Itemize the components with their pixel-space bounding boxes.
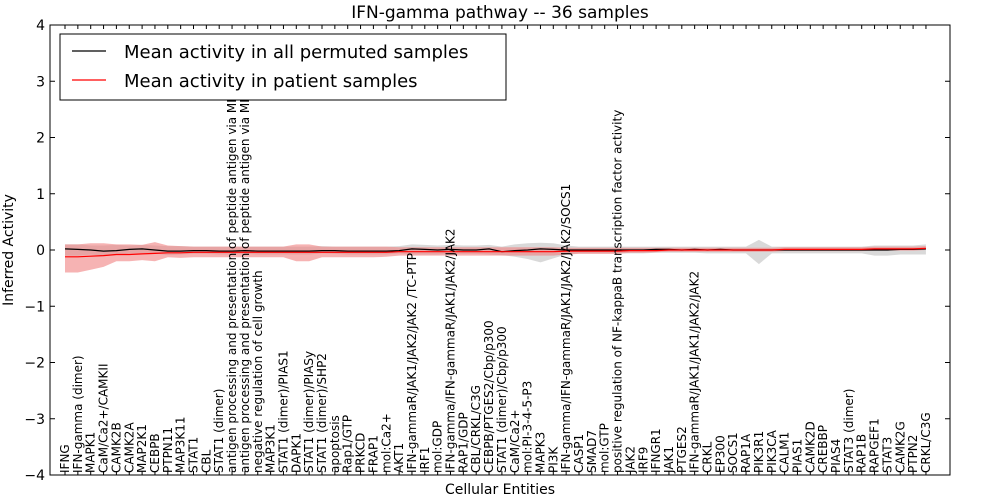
legend-label-permuted: Mean activity in all permuted samples (124, 42, 468, 63)
legend-label-patient: Mean activity in patient samples (124, 71, 418, 92)
x-tick-label: PI3K (546, 446, 560, 473)
x-tick-label: STAT1 (187, 437, 201, 473)
x-tick-label: IFN-gammaR/JAK1/JAK1/JAK2/JAK2 (688, 271, 702, 473)
x-tick-label: STAT1 (dimer)/PIAS1 (276, 350, 290, 473)
x-tick-label: SMAD7 (585, 430, 599, 473)
x-tick-label: CEBPB/PTGES2/Cbp/p300 (482, 320, 496, 473)
x-tick-label: STAT1 (dimer)/Cbp/p300 (495, 326, 509, 473)
legend-box (59, 33, 507, 101)
plot-frame (49, 24, 951, 476)
x-tick-label: RAPGEF1 (868, 418, 882, 473)
x-tick-label: STAT1 (dimer)/PIASy (302, 351, 316, 473)
x-tick-label: JAK2 (623, 446, 637, 474)
y-tick-label: 4 (36, 18, 45, 34)
x-tick-label: IRF9 (636, 447, 650, 473)
x-tick-label: IFNGR1 (649, 428, 663, 473)
x-tick-label: CBL (199, 449, 213, 473)
x-tick-label: CREBBP (816, 425, 830, 473)
x-tick-label: IFN-gamma (dimer) (71, 355, 85, 473)
x-tick-label: PIK3R1 (752, 431, 766, 473)
x-tick-label: antigen processing and presentation of p… (238, 41, 252, 473)
x-tick-label: IFN-gammaR/JAK1/JAK2/JAK2 /TC-PTP (405, 253, 419, 473)
x-tick-label: CEBPB (148, 433, 162, 473)
x-tick-label: PTPN11 (161, 427, 175, 473)
x-tick-label: PIAS1 (790, 439, 804, 473)
x-tick-label: CBL/CRKL/C3G (469, 385, 483, 473)
x-tick-label: Rap1/GTP (341, 415, 355, 473)
x-tick-label: EP300 (713, 435, 727, 473)
y-axis-label: Inferred Activity (1, 194, 17, 306)
x-tick-label: STAT1 (dimer)/SHP2 (315, 353, 329, 473)
x-tick-label: CaM/Ca2+ (508, 409, 522, 473)
x-tick-label: DAPK1 (289, 433, 303, 473)
x-tick-label: PTGES2 (675, 426, 689, 473)
x-tick-label: AKT1 (392, 443, 406, 473)
x-axis-label: Cellular Entities (445, 482, 555, 498)
x-tick-label: mol:PI-3-4-5-P3 (521, 381, 535, 473)
x-tick-label: SOCS1 (726, 432, 740, 473)
x-tick-label: CAMK2G (893, 421, 907, 473)
x-tick-label: MAPK1 (84, 432, 98, 473)
x-tick-label: CASP1 (572, 434, 586, 473)
x-tick-label: JAK1 (662, 446, 676, 474)
y-tick-label: 1 (36, 187, 45, 203)
x-tick-label: CRKL/C3G (919, 412, 933, 473)
x-tick-label: MAP2K1 (135, 424, 149, 473)
y-tick-label: 0 (36, 243, 45, 259)
x-tick-label: MAP3K11 (174, 416, 188, 473)
x-tick-label: mol:Ca2+ (379, 413, 393, 473)
x-tick-label: IFN-gamma/IFN-gammaR/JAK1/JAK2/JAK2 (444, 228, 458, 473)
x-tick-label: PTPN2 (906, 435, 920, 473)
x-tick-label: IFNG (58, 444, 72, 473)
x-tick-label: CAMK2D (803, 421, 817, 473)
x-tick-label: antigen processing and presentation of p… (225, 44, 239, 473)
x-tick-label: positive regulation of NF-kappaB transcr… (611, 110, 625, 473)
y-tick-label: −2 (24, 356, 45, 372)
y-tick-label: 3 (36, 74, 45, 90)
x-tick-label: CAMK2B (109, 422, 123, 473)
legend: Mean activity in all permuted samples Me… (59, 33, 507, 101)
x-tick-label: MAP3K1 (264, 424, 278, 473)
y-tick-label: −4 (24, 468, 45, 484)
x-tick-label: RAP1B (855, 434, 869, 473)
chart-title: IFN-gamma pathway -- 36 samples (351, 3, 649, 23)
x-tick-label: IFN-gamma/IFN-gammaR/JAK1/JAK2/JAK2/SOCS… (559, 184, 573, 473)
x-tick-label: STAT3 (880, 437, 894, 473)
x-tick-label: STAT1 (dimer) (212, 389, 226, 473)
y-axis: −4 −3 −2 −1 0 1 2 3 4 (24, 18, 950, 484)
x-tick-label: CaM/Ca2+/CAMKII (97, 364, 111, 473)
x-tick-label: mol:GDP (431, 421, 445, 473)
confidence-bands (65, 239, 926, 273)
x-tick-label: PIAS4 (829, 439, 843, 473)
x-tick-label: apoptosis (328, 415, 342, 473)
x-tick-label: PRKCD (354, 433, 368, 473)
x-tick-label: RAP1/GDP (456, 412, 470, 473)
y-tick-label: 2 (36, 131, 45, 147)
x-tick-label: FRAP1 (366, 435, 380, 473)
x-tick-label: mol:GTP (598, 423, 612, 473)
x-tick-label: MAPK3 (534, 432, 548, 473)
x-tick-label: IRF1 (418, 447, 432, 473)
y-tick-label: −1 (24, 299, 45, 315)
x-tick-label: CAMK2A (122, 422, 136, 473)
x-tick-label: CALM1 (778, 432, 792, 473)
series-lines (64, 247, 926, 258)
x-tick-label: negative regulation of cell growth (251, 270, 265, 473)
x-tick-label: CRKL (701, 441, 715, 473)
y-tick-label: −3 (24, 412, 45, 428)
x-tick-label: PIK3CA (765, 429, 779, 473)
line-patient (65, 247, 926, 258)
x-tick-label: RAP1A (739, 433, 753, 473)
x-tick-label: STAT3 (dimer) (842, 389, 856, 473)
